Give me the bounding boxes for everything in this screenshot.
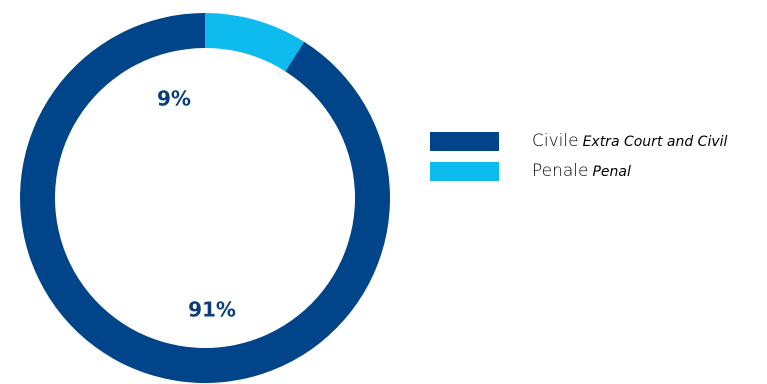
legend-item-penale: Penale Penal [430, 156, 727, 186]
legend-label-civile: Civile [532, 131, 579, 151]
slice-penale [205, 13, 305, 72]
legend-sublabel-penale: Penal [592, 164, 631, 180]
slice-label-penale: 9% [157, 87, 191, 111]
donut-slices [20, 13, 390, 384]
slice-labels: 91% 9% [157, 87, 236, 322]
slice-civile [20, 13, 390, 384]
legend-swatch-civile [430, 131, 499, 151]
legend: Civile Extra Court and Civil Penale Penal [430, 126, 727, 186]
legend-sublabel-civile: Extra Court and Civil [582, 134, 728, 150]
legend-label-penale: Penale [532, 161, 589, 181]
legend-swatch-penale [430, 161, 499, 181]
slice-label-civile: 91% [188, 298, 236, 322]
legend-item-civile: Civile Extra Court and Civil [430, 126, 727, 156]
